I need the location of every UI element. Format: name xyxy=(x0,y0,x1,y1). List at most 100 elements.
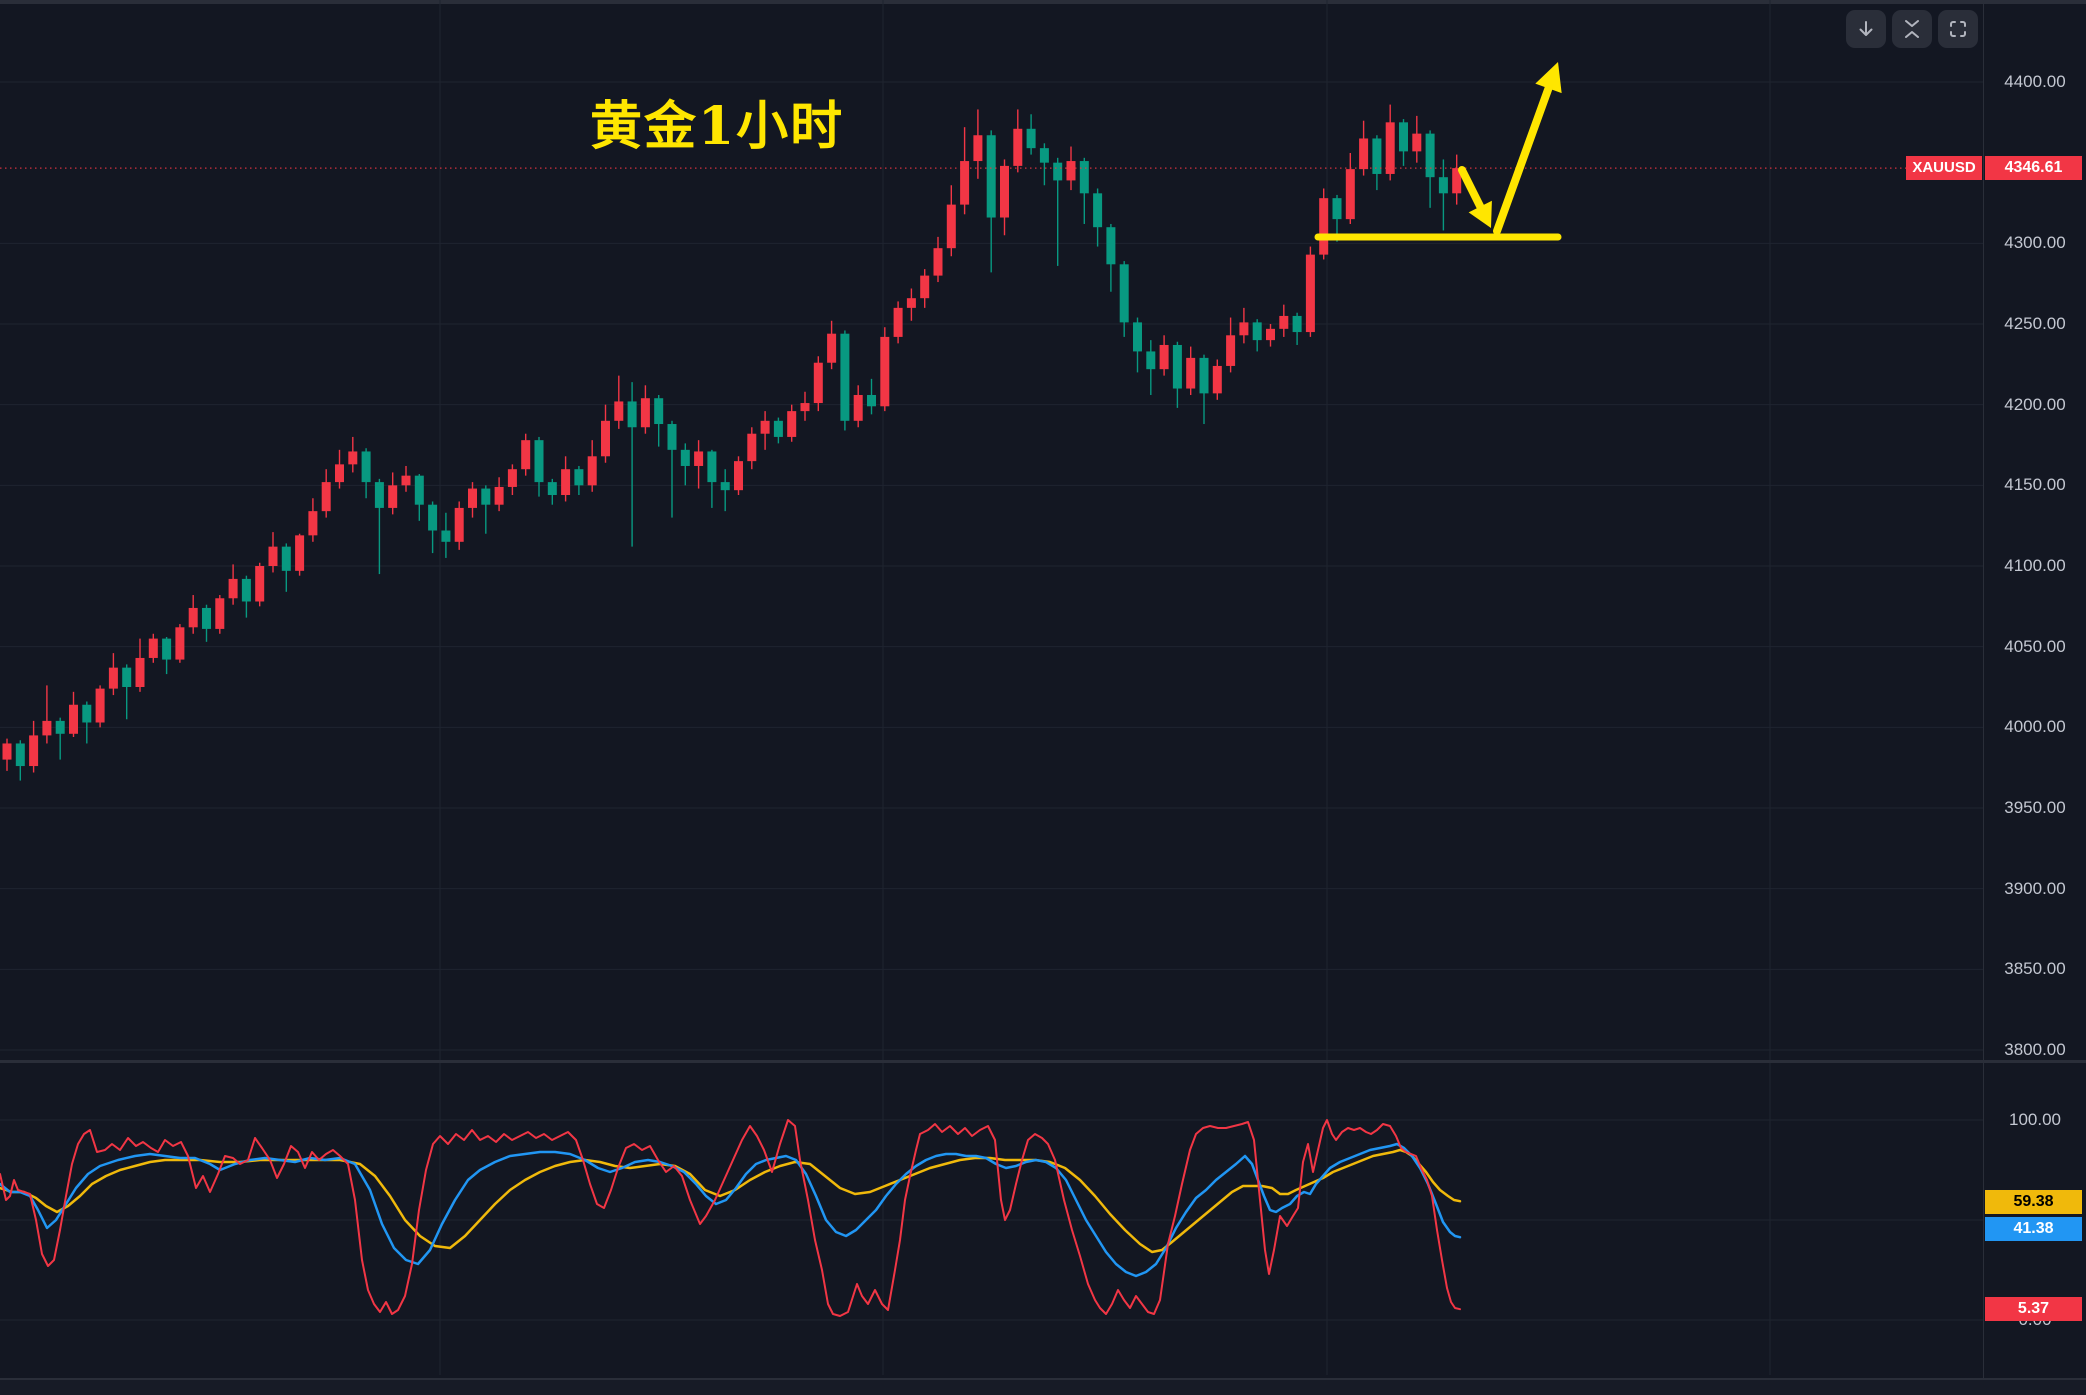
candle xyxy=(654,394,664,447)
candle xyxy=(1239,307,1249,344)
candle xyxy=(1319,188,1329,260)
chart-toolbar xyxy=(1846,10,1978,48)
oscillator-pane[interactable] xyxy=(0,1063,1983,1375)
candle xyxy=(1039,143,1049,186)
oscillator-value-badge: 59.38 xyxy=(1985,1190,2082,1214)
candle xyxy=(547,478,557,505)
fullscreen-button[interactable] xyxy=(1938,10,1978,48)
candle xyxy=(1146,340,1156,395)
candle xyxy=(1079,157,1089,224)
candle xyxy=(1385,104,1395,181)
candle xyxy=(1093,188,1103,247)
candle xyxy=(175,624,185,663)
candle xyxy=(1199,354,1209,425)
scroll-to-recent-button[interactable] xyxy=(1846,10,1886,48)
price-tick-label: 3800.00 xyxy=(2004,1040,2066,1059)
trend-arrow-up[interactable] xyxy=(1493,62,1562,235)
candle xyxy=(760,411,770,450)
time-axis[interactable] xyxy=(0,1380,2086,1395)
candle xyxy=(1372,135,1382,191)
candle xyxy=(348,436,358,473)
candle xyxy=(1106,223,1116,292)
candle xyxy=(574,465,584,496)
candle xyxy=(946,185,956,257)
price-pane[interactable] xyxy=(0,0,1983,1062)
price-tick-label: 4300.00 xyxy=(2004,233,2066,253)
maximize-pane-button[interactable] xyxy=(1892,10,1932,48)
symbol-badge: XAUUSD xyxy=(1906,156,1982,180)
last-price-badge: 4346.61 xyxy=(1985,156,2082,180)
candle xyxy=(813,356,823,412)
candle xyxy=(1252,319,1262,352)
price-tick-label: 3850.00 xyxy=(2004,959,2066,979)
candle xyxy=(840,330,850,431)
candle xyxy=(853,385,863,428)
candle xyxy=(1266,324,1275,347)
candle xyxy=(1159,335,1169,376)
price-tick-label: 4200.00 xyxy=(2004,394,2066,414)
candle xyxy=(468,482,477,518)
candle xyxy=(29,720,39,773)
candle xyxy=(321,469,331,518)
candle xyxy=(1305,246,1315,337)
candle xyxy=(95,685,105,728)
candle xyxy=(1359,120,1369,176)
candle xyxy=(734,456,743,496)
candle xyxy=(42,685,52,744)
candle xyxy=(1053,157,1063,266)
candle xyxy=(215,595,225,634)
price-tick-label: 4150.00 xyxy=(2004,475,2066,495)
candle xyxy=(707,449,717,508)
candlestick-series xyxy=(2,104,1462,781)
candle xyxy=(773,417,783,444)
candle xyxy=(122,664,132,720)
candle xyxy=(694,440,704,489)
top-border-strip xyxy=(0,0,2086,4)
candle xyxy=(228,564,238,605)
price-tick-label: 4100.00 xyxy=(2004,556,2066,575)
candle xyxy=(880,327,890,412)
candle xyxy=(561,456,571,502)
candle xyxy=(295,533,305,576)
collapse-chevrons-icon xyxy=(1901,18,1923,40)
candle xyxy=(1186,346,1196,395)
candle xyxy=(986,130,996,273)
candle xyxy=(414,474,424,521)
candle xyxy=(494,477,504,512)
candle xyxy=(521,433,531,476)
candle xyxy=(55,717,65,760)
candle xyxy=(667,420,677,518)
candle xyxy=(135,638,145,692)
price-tick-label: 4400.00 xyxy=(2004,72,2066,91)
candle xyxy=(920,269,930,308)
candle xyxy=(162,636,172,675)
candle xyxy=(1000,159,1009,236)
candle xyxy=(534,436,544,497)
trend-arrow-down[interactable] xyxy=(1458,166,1492,228)
candle xyxy=(800,391,810,421)
arrow-down-icon xyxy=(1855,18,1877,40)
time-axis-border xyxy=(0,1378,2086,1380)
stoch-line-slow xyxy=(0,1148,1462,1254)
candle xyxy=(188,595,198,634)
candle xyxy=(906,288,916,321)
candle xyxy=(627,382,637,547)
price-tick-label: 4250.00 xyxy=(2004,314,2066,333)
candle xyxy=(428,501,438,554)
candle xyxy=(1013,109,1023,173)
candle xyxy=(827,320,837,370)
candle xyxy=(1438,159,1448,231)
candle xyxy=(1452,154,1462,205)
candle xyxy=(481,485,491,534)
candle xyxy=(268,532,278,573)
candle xyxy=(308,498,318,542)
candle xyxy=(15,740,25,781)
candle xyxy=(640,385,650,434)
oscillator-grid xyxy=(0,1063,1983,1375)
pane-separator[interactable] xyxy=(0,1060,2086,1063)
candle xyxy=(787,404,797,442)
fullscreen-icon xyxy=(1947,18,1969,40)
candle xyxy=(1172,341,1182,408)
candle xyxy=(1133,317,1142,373)
